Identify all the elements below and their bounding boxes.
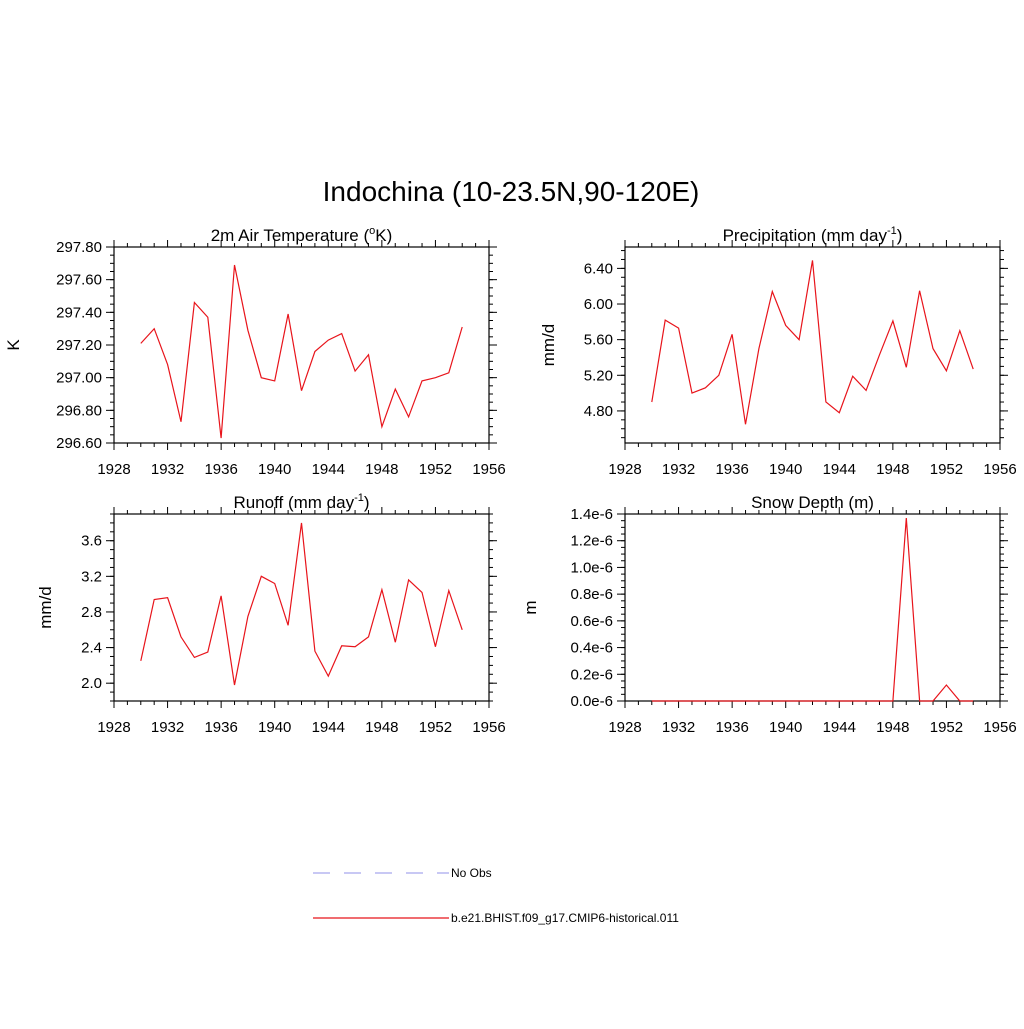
y-tick-label: 3.2 bbox=[81, 568, 102, 585]
x-tick-label: 1944 bbox=[312, 719, 345, 736]
y-axis-label: K bbox=[4, 339, 23, 351]
y-tick-label: 2.8 bbox=[81, 604, 102, 621]
x-tick-label: 1948 bbox=[876, 719, 909, 736]
y-tick-label: 2.0 bbox=[81, 675, 102, 692]
x-tick-label: 1952 bbox=[419, 461, 452, 478]
panel-title-text: Runoff (mm day bbox=[233, 493, 354, 512]
panel-title-text: 2m Air Temperature ( bbox=[211, 226, 370, 245]
x-tick-label: 1940 bbox=[258, 461, 291, 478]
y-tick-label: 5.60 bbox=[584, 332, 613, 349]
x-tick-label: 1932 bbox=[662, 719, 695, 736]
x-tick-label: 1936 bbox=[204, 461, 237, 478]
y-tick-label: 2.4 bbox=[81, 640, 102, 657]
x-tick-label: 1956 bbox=[983, 719, 1016, 736]
x-tick-label: 1948 bbox=[876, 461, 909, 478]
plot-frame bbox=[624, 513, 1001, 702]
y-tick-label: 0.2e-6 bbox=[570, 666, 613, 683]
y-tick-label: 297.40 bbox=[56, 304, 102, 321]
y-tick-label: 3.6 bbox=[81, 533, 102, 550]
legend: No Obs b.e21.BHIST.f09_g17.CMIP6-histori… bbox=[313, 866, 679, 925]
plot-frame bbox=[113, 246, 490, 444]
panel-title: Runoff (mm day-1) bbox=[233, 492, 369, 512]
main-title: Indochina (10-23.5N,90-120E) bbox=[323, 176, 700, 207]
plot-frame bbox=[113, 513, 490, 702]
x-tick-label: 1944 bbox=[823, 719, 856, 736]
panel-title-text: Snow Depth (m) bbox=[751, 493, 874, 512]
x-tick-label: 1952 bbox=[930, 719, 963, 736]
chart-panel-2: 1928 1932 1936 1940 1944 1948 1952 1956 4.80 5.20… bbox=[539, 225, 1017, 478]
plot-frame bbox=[624, 246, 1001, 444]
legend-label-obs: No Obs bbox=[451, 866, 492, 880]
panel-title-end: K) bbox=[375, 226, 392, 245]
panel-title-superscript: -1 bbox=[354, 492, 364, 504]
x-tick-label: 1928 bbox=[97, 719, 130, 736]
y-tick-label: 296.60 bbox=[56, 435, 102, 452]
chart-panel-4: 1928 1932 1936 1940 1944 1948 1952 1956 0.0e-6 0.… bbox=[521, 493, 1017, 736]
y-tick-label: 297.20 bbox=[56, 337, 102, 354]
y-axis-label: mm/d bbox=[36, 586, 55, 629]
x-tick-label: 1928 bbox=[608, 719, 641, 736]
x-tick-label: 1928 bbox=[97, 461, 130, 478]
x-tick-label: 1932 bbox=[151, 719, 184, 736]
y-tick-label: 296.80 bbox=[56, 402, 102, 419]
x-tick-label: 1940 bbox=[769, 461, 802, 478]
y-tick-label: 0.4e-6 bbox=[570, 640, 613, 657]
panel-title: Snow Depth (m) bbox=[751, 493, 874, 512]
y-tick-label: 1.0e-6 bbox=[570, 559, 613, 576]
x-tick-label: 1940 bbox=[769, 719, 802, 736]
x-tick-label: 1944 bbox=[823, 461, 856, 478]
x-tick-label: 1936 bbox=[715, 719, 748, 736]
y-tick-label: 297.00 bbox=[56, 370, 102, 387]
x-tick-label: 1956 bbox=[472, 719, 505, 736]
chart-panel-3: 1928 1932 1936 1940 1944 1948 1952 1956 2.0 2.4 2.… bbox=[36, 492, 506, 736]
panel-title-text: Precipitation (mm day bbox=[723, 226, 888, 245]
y-tick-label: 6.40 bbox=[584, 260, 613, 277]
series-line-model bbox=[140, 264, 463, 439]
y-tick-label: 5.20 bbox=[584, 367, 613, 384]
y-tick-label: 0.6e-6 bbox=[570, 613, 613, 630]
y-tick-label: 0.8e-6 bbox=[570, 586, 613, 603]
x-tick-label: 1932 bbox=[662, 461, 695, 478]
y-axis-label: mm/d bbox=[539, 324, 558, 367]
panels: 1928 1932 1936 1940 1944 1948 1952 1956 296.60 29… bbox=[4, 225, 1017, 736]
chart-panel-1: 1928 1932 1936 1940 1944 1948 1952 1956 296.60 29… bbox=[4, 225, 506, 478]
panel-title: 2m Air Temperature (oK) bbox=[211, 225, 393, 245]
x-tick-label: 1952 bbox=[930, 461, 963, 478]
x-tick-label: 1948 bbox=[365, 719, 398, 736]
legend-label-model: b.e21.BHIST.f09_g17.CMIP6-historical.011 bbox=[451, 911, 679, 925]
x-tick-label: 1952 bbox=[419, 719, 452, 736]
panel-title-end: ) bbox=[364, 493, 370, 512]
y-axis-label: m bbox=[521, 600, 540, 614]
series-line-model bbox=[651, 260, 974, 425]
y-tick-label: 0.0e-6 bbox=[570, 693, 613, 710]
y-tick-label: 297.60 bbox=[56, 272, 102, 289]
y-tick-label: 1.4e-6 bbox=[570, 506, 613, 523]
y-tick-label: 297.80 bbox=[56, 239, 102, 256]
x-tick-label: 1956 bbox=[983, 461, 1016, 478]
x-tick-label: 1940 bbox=[258, 719, 291, 736]
x-tick-label: 1948 bbox=[365, 461, 398, 478]
y-tick-label: 4.80 bbox=[584, 403, 613, 420]
x-tick-label: 1932 bbox=[151, 461, 184, 478]
series-line-model bbox=[140, 522, 463, 686]
panel-title-superscript: -1 bbox=[887, 225, 897, 237]
x-tick-label: 1936 bbox=[204, 719, 237, 736]
x-tick-label: 1956 bbox=[472, 461, 505, 478]
panel-title-end: ) bbox=[897, 226, 903, 245]
x-tick-label: 1928 bbox=[608, 461, 641, 478]
series-line-model bbox=[651, 517, 974, 702]
y-tick-label: 6.00 bbox=[584, 296, 613, 313]
x-tick-label: 1944 bbox=[312, 461, 345, 478]
x-tick-label: 1936 bbox=[715, 461, 748, 478]
panel-title-superscript: o bbox=[369, 225, 375, 237]
y-tick-label: 1.2e-6 bbox=[570, 533, 613, 550]
panel-title: Precipitation (mm day-1) bbox=[723, 225, 903, 245]
